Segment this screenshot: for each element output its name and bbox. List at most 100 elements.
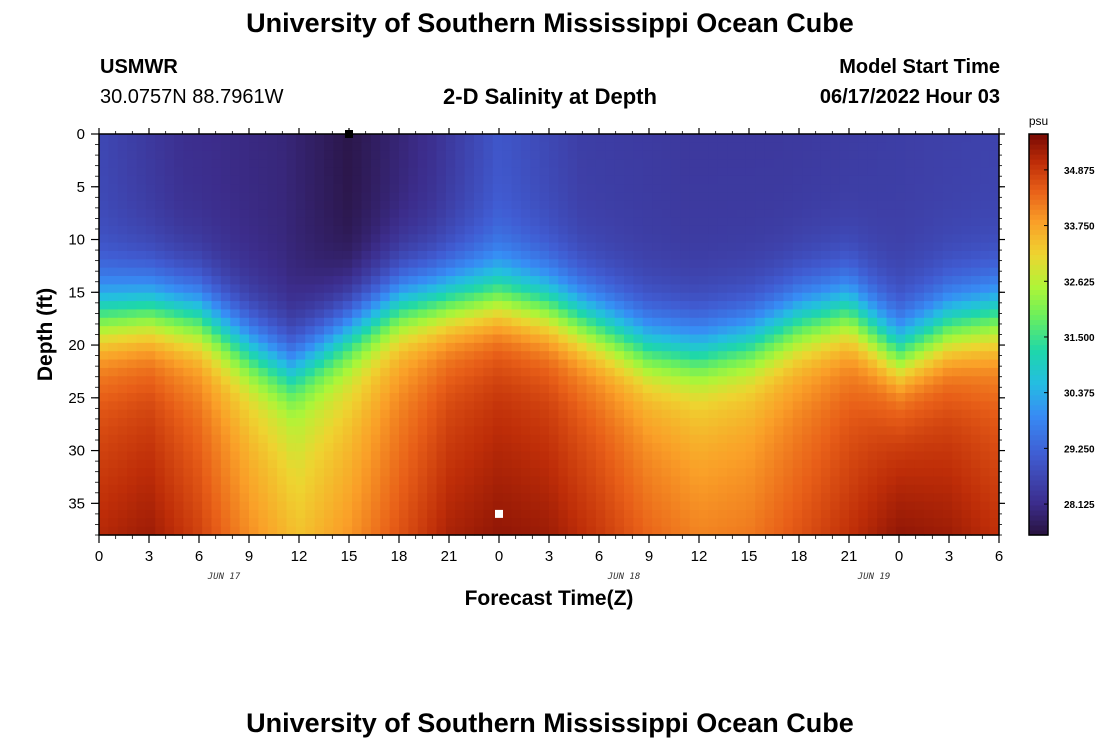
heatmap-cell xyxy=(342,184,353,194)
heatmap-cell xyxy=(502,250,513,260)
heatmap-cell xyxy=(502,209,513,219)
heatmap-cell xyxy=(445,192,456,202)
heatmap-cell xyxy=(445,376,456,386)
heatmap-cell xyxy=(755,326,766,336)
heatmap-cell xyxy=(127,376,138,386)
y-tick-label: 0 xyxy=(77,126,85,143)
heatmap-cell xyxy=(595,426,606,436)
heatmap-cell xyxy=(802,250,813,260)
heatmap-cell xyxy=(520,459,531,469)
heatmap-cell xyxy=(399,401,409,411)
heatmap-cell xyxy=(970,276,981,285)
heatmap-cell xyxy=(614,334,625,344)
heatmap-cell xyxy=(567,367,578,377)
heatmap-cell xyxy=(661,184,672,194)
heatmap-cell xyxy=(464,225,475,235)
heatmap-cell xyxy=(155,359,166,369)
heatmap-cell xyxy=(108,309,119,319)
heatmap-cell xyxy=(267,509,278,519)
heatmap-cell xyxy=(849,150,859,160)
heatmap-cell xyxy=(783,301,794,311)
heatmap-cell xyxy=(99,476,109,486)
heatmap-cell xyxy=(361,142,372,152)
heatmap-cell xyxy=(727,484,738,494)
heatmap-cell xyxy=(249,409,259,419)
heatmap-cell xyxy=(792,175,803,185)
heatmap-cell xyxy=(877,250,888,260)
heatmap-cell xyxy=(492,150,503,160)
heatmap-cell xyxy=(577,134,588,143)
heatmap-cell xyxy=(567,459,578,469)
heatmap-cell xyxy=(492,225,503,235)
heatmap-cell xyxy=(858,509,869,519)
heatmap-cell xyxy=(980,175,991,185)
heatmap-cell xyxy=(192,192,203,202)
heatmap-cell xyxy=(652,526,663,536)
heatmap-cell xyxy=(980,409,991,419)
heatmap-cell xyxy=(539,459,550,469)
heatmap-cell xyxy=(427,242,438,252)
heatmap-cell xyxy=(755,209,766,219)
heatmap-cell xyxy=(286,392,297,402)
heatmap-cell xyxy=(277,434,288,444)
heatmap-cell xyxy=(839,526,850,536)
heatmap-cell xyxy=(220,434,231,444)
heatmap-cell xyxy=(605,142,616,152)
heatmap-cell xyxy=(727,225,738,235)
heatmap-cell xyxy=(970,451,981,461)
heatmap-cell xyxy=(258,142,269,152)
heatmap-cell xyxy=(708,426,719,436)
heatmap-cell xyxy=(370,259,381,269)
heatmap-cell xyxy=(108,493,119,503)
heatmap-cell xyxy=(980,250,991,260)
heatmap-cell xyxy=(145,401,156,411)
heatmap-cell xyxy=(877,509,888,519)
heatmap-cell xyxy=(886,493,897,503)
heatmap-cell xyxy=(745,184,756,194)
heatmap-cell xyxy=(399,443,409,453)
heatmap-cell xyxy=(670,209,681,219)
heatmap-cell xyxy=(727,292,738,302)
heatmap-cell xyxy=(342,309,353,319)
heatmap-cell xyxy=(567,476,578,486)
colorbar-segment xyxy=(1029,429,1048,436)
heatmap-cell xyxy=(483,392,494,402)
heatmap-cell xyxy=(774,401,784,411)
heatmap-cell xyxy=(464,217,475,227)
heatmap-cell xyxy=(680,359,691,369)
heatmap-cell xyxy=(380,443,391,453)
heatmap-cell xyxy=(389,359,400,369)
heatmap-cell xyxy=(858,134,869,143)
heatmap-cell xyxy=(464,434,475,444)
heatmap-cell xyxy=(680,242,691,252)
heatmap-cell xyxy=(661,493,672,503)
heatmap-cell xyxy=(239,434,250,444)
heatmap-cell xyxy=(333,150,344,160)
heatmap-cell xyxy=(352,501,363,511)
heatmap-cell xyxy=(858,159,869,169)
heatmap-cell xyxy=(417,451,428,461)
heatmap-cell xyxy=(914,326,925,336)
heatmap-cell xyxy=(970,384,981,394)
heatmap-cell xyxy=(239,250,250,260)
heatmap-cell xyxy=(136,184,147,194)
colorbar-segment xyxy=(1029,449,1048,456)
heatmap-cell xyxy=(952,359,963,369)
heatmap-cell xyxy=(877,401,888,411)
heatmap-cell xyxy=(942,418,953,427)
heatmap-cell xyxy=(239,225,250,235)
heatmap-cell xyxy=(370,501,381,511)
heatmap-cell xyxy=(895,284,906,294)
heatmap-cell xyxy=(220,301,231,311)
heatmap-cell xyxy=(670,217,681,227)
heatmap-cell xyxy=(314,284,325,294)
heatmap-cell xyxy=(839,225,850,235)
heatmap-cell xyxy=(99,150,109,160)
heatmap-cell xyxy=(155,301,166,311)
heatmap-cell xyxy=(549,167,559,177)
heatmap-cell xyxy=(539,526,550,536)
heatmap-cell xyxy=(427,443,438,453)
heatmap-cell xyxy=(342,468,353,478)
heatmap-cell xyxy=(211,426,222,436)
heatmap-cell xyxy=(595,167,606,177)
